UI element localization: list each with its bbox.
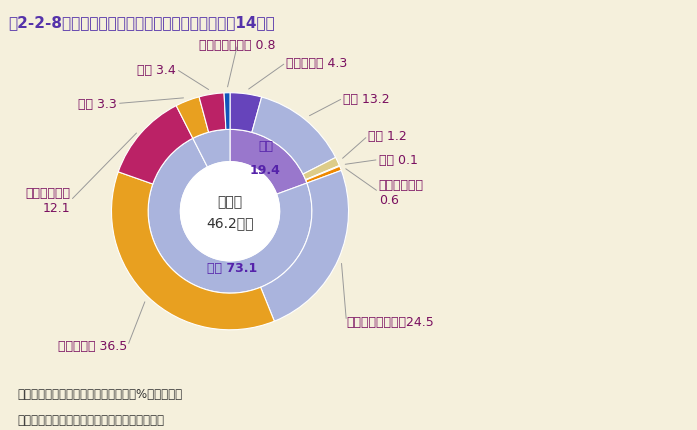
- Wedge shape: [118, 106, 193, 184]
- Text: 農学 3.3: 農学 3.3: [78, 98, 117, 111]
- Text: 資料：総務省統計局「科学技術研究調査報告」: 資料：総務省統計局「科学技術研究調査報告」: [17, 413, 164, 426]
- Wedge shape: [148, 139, 312, 293]
- Wedge shape: [176, 98, 208, 139]
- Text: 保健 3.4: 保健 3.4: [137, 63, 176, 77]
- Wedge shape: [224, 93, 230, 130]
- Text: 人文・社会科学 0.8: 人文・社会科学 0.8: [199, 39, 276, 52]
- Text: その他の理学
0.6: その他の理学 0.6: [378, 178, 424, 206]
- Wedge shape: [261, 171, 348, 322]
- Text: 46.2万人: 46.2万人: [206, 215, 254, 230]
- Wedge shape: [193, 130, 230, 168]
- Circle shape: [181, 162, 279, 261]
- Wedge shape: [303, 158, 339, 180]
- Wedge shape: [199, 94, 226, 133]
- Text: 工学 73.1: 工学 73.1: [207, 261, 257, 274]
- Text: 理学: 理学: [258, 140, 273, 153]
- Text: 電気・通信 36.5: 電気・通信 36.5: [59, 340, 128, 353]
- Wedge shape: [252, 98, 336, 175]
- Text: 化学 13.2: 化学 13.2: [343, 92, 390, 105]
- Text: 数学・物理 4.3: 数学・物理 4.3: [286, 57, 347, 70]
- Text: 生物 1.2: 生物 1.2: [368, 130, 406, 143]
- Wedge shape: [230, 93, 261, 133]
- Wedge shape: [230, 130, 307, 195]
- Text: その他の工学
12.1: その他の工学 12.1: [26, 187, 70, 215]
- Text: 19.4: 19.4: [250, 163, 281, 176]
- Text: 第2-2-8図　企業等の研究者の専門別構成比（平成14年）: 第2-2-8図 企業等の研究者の専門別構成比（平成14年）: [8, 15, 275, 30]
- Wedge shape: [112, 172, 275, 330]
- Wedge shape: [306, 167, 342, 184]
- Text: 地学 0.1: 地学 0.1: [378, 154, 418, 167]
- Text: 機械・船舶・航空24.5: 機械・船舶・航空24.5: [346, 315, 434, 328]
- Text: 注）数字は企業等全体に占める割合（%）である。: 注）数字は企業等全体に占める割合（%）である。: [17, 387, 183, 400]
- Text: 総　数: 総 数: [217, 195, 243, 209]
- Wedge shape: [305, 166, 339, 181]
